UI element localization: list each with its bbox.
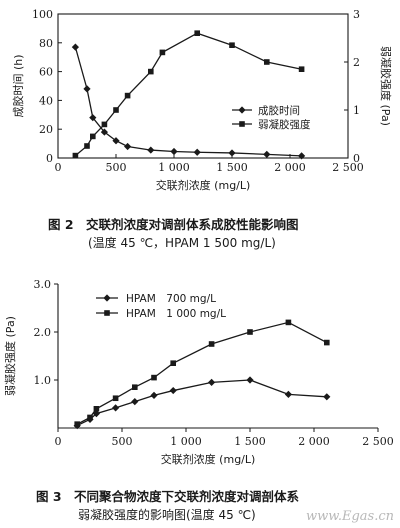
chart-1-series-line	[74, 46, 302, 157]
chart-1-data-point	[298, 152, 306, 160]
chart-1-x-tick-label: 1 500	[216, 161, 248, 174]
chart-1-y-left-tick-label: 40	[39, 94, 53, 107]
chart-2-data-point	[151, 374, 157, 381]
chart-1-x-tick-label: 2 000	[274, 161, 306, 174]
figure-2-caption-sub: (温度 45 ℃，HPAM 1 500 mg/L)	[88, 236, 276, 250]
chart-2-series-1	[73, 376, 331, 430]
chart-2-data-point	[284, 390, 292, 398]
chart-1-data-point	[193, 148, 201, 156]
chart-2-series-2	[74, 319, 330, 427]
figure-3-caption-title: 图 3 不同聚合物浓度下交联剂浓度对调剖体系	[36, 489, 300, 504]
chart-1-plot-frame	[57, 13, 349, 159]
chart-1-y-left-tick-label: 100	[32, 8, 53, 21]
chart-1-data-point	[147, 146, 155, 154]
chart-2-legend-label: HPAM 700 mg/L	[126, 293, 216, 305]
chart-1-data-point	[112, 137, 120, 145]
chart-2-legend-label: HPAM 1 000 mg/L	[126, 308, 226, 320]
chart-2-data-point	[323, 393, 331, 401]
chart-1-y-left-axis-label: 成胶时间 (h)	[11, 54, 25, 117]
chart-2-legend: HPAM 700 mg/L HPAM 1 000 mg/L	[96, 293, 226, 320]
chart-1-data-point	[72, 152, 79, 159]
chart-1-y-right-tick-label: 1	[353, 104, 360, 117]
chart-1-legend-marker	[239, 121, 245, 127]
watermark: www.Egas.cn	[306, 509, 394, 524]
chart-2-data-point	[247, 329, 253, 335]
chart-2-data-point	[246, 376, 254, 384]
chart-1-data-point	[124, 142, 132, 151]
chart-1-x-tick-label: 0	[55, 161, 62, 174]
chart-1-series-2	[72, 30, 305, 159]
chart-1-data-point	[229, 42, 235, 48]
chart-1-y-right-tick-label: 0	[353, 152, 360, 165]
chart-1-data-point	[298, 66, 305, 72]
chart-2-legend-marker	[104, 310, 110, 316]
chart-2-y-tick-label: 2.0	[34, 326, 52, 339]
chart-1-data-point	[124, 92, 131, 99]
chart-1-x-axis-label: 交联剂浓度 (mg/L)	[156, 178, 251, 192]
chart-2-x-tick-label: 500	[112, 435, 133, 448]
figure-2-caption-title: 图 2 交联剂浓度对调剖体系成胶性能影响图	[48, 217, 299, 232]
chart-2-series-line	[76, 379, 327, 427]
chart-1-data-point	[90, 133, 96, 140]
chart-1-x-tick-label: 1 000	[158, 161, 190, 174]
chart-2-data-point	[131, 398, 139, 406]
chart-1-data-point	[148, 68, 154, 75]
chart-1-y-left-tick-label: 20	[39, 123, 53, 136]
chart-2-data-point	[170, 360, 176, 366]
chart-2-x-tick-label: 2 500	[362, 435, 394, 448]
chart-2-x-tick-label: 1 500	[234, 435, 266, 448]
chart-1-data-point	[194, 30, 200, 36]
chart-1-data-point	[100, 128, 108, 136]
chart-1-data-point	[263, 150, 271, 158]
chart-2-data-point	[92, 410, 100, 418]
chart-2-data-point	[93, 406, 100, 412]
chart-1-series-1	[71, 43, 306, 160]
chart-2-data-point	[112, 404, 120, 412]
chart-1-x-tick-label: 500	[106, 161, 127, 174]
chart-1-y-right-tick-label: 3	[353, 8, 360, 21]
chart-1-data-point	[101, 121, 108, 128]
chart-1-x-tick-label: 2 500	[332, 161, 364, 174]
chart-1-y-right-axis-label: 弱凝胶强度 (Pa)	[379, 46, 393, 126]
chart-2-data-point	[324, 339, 330, 346]
chart-1-data-point	[228, 149, 236, 157]
chart-2-x-tick-label: 1 000	[170, 435, 202, 448]
chart-1-data-point	[170, 147, 178, 156]
chart-1-legend-marker	[238, 106, 246, 114]
chart-1-y-right-tick-label: 2	[353, 56, 360, 69]
chart-2-x-tick-label: 2 000	[298, 435, 330, 448]
chart-1-y-left-tick-label: 80	[39, 37, 53, 50]
chart-2-y-tick-label: 3.0	[34, 278, 52, 291]
chart-1-data-point	[84, 143, 90, 149]
chart-2-data-point	[112, 395, 119, 402]
chart-1-legend-label: 成胶时间	[258, 104, 300, 117]
figure-3-caption-sub: 弱凝胶强度的影响图(温度 45 ℃)	[78, 508, 256, 522]
chart-1-crosslinker-gel-time-strength: 0 500 1 000 1 500 2 000 2 5000204060801000123…	[11, 8, 393, 192]
chart-2-y-axis-label: 弱凝胶强度 (Pa)	[3, 316, 17, 396]
chart-1-data-point	[71, 43, 79, 51]
chart-2-y-tick-label: 1.0	[34, 374, 52, 387]
chart-1-data-point	[83, 85, 91, 93]
chart-1-data-point	[89, 114, 97, 122]
chart-2-x-tick-label: 0	[55, 435, 62, 448]
chart-2-data-point	[74, 421, 80, 427]
chart-2-data-point	[285, 319, 292, 326]
chart-2-data-point	[132, 384, 138, 390]
chart-1-y-left-tick-label: 0	[46, 152, 53, 165]
chart-2-x-axis-label: 交联剂浓度 (mg/L)	[161, 452, 256, 466]
chart-1-data-point	[264, 59, 270, 65]
chart-2-data-point	[87, 414, 93, 421]
chart-1-legend-label: 弱凝胶强度	[258, 118, 311, 131]
chart-1-y-left-tick-label: 60	[39, 66, 53, 79]
chart-2-data-point	[169, 386, 177, 395]
chart-1-data-point	[113, 107, 119, 113]
chart-2-data-point	[208, 341, 215, 347]
chart-2-data-point	[150, 391, 158, 399]
chart-1-data-point	[159, 49, 166, 56]
chart-2-strength-by-polymer: 0 500 1 000 1 500 2 000 2 500 1.0 2.0 3.0 交联剂浓度 (…	[3, 278, 394, 466]
chart-2-data-point	[208, 378, 216, 386]
chart-2-legend-marker	[103, 294, 111, 302]
